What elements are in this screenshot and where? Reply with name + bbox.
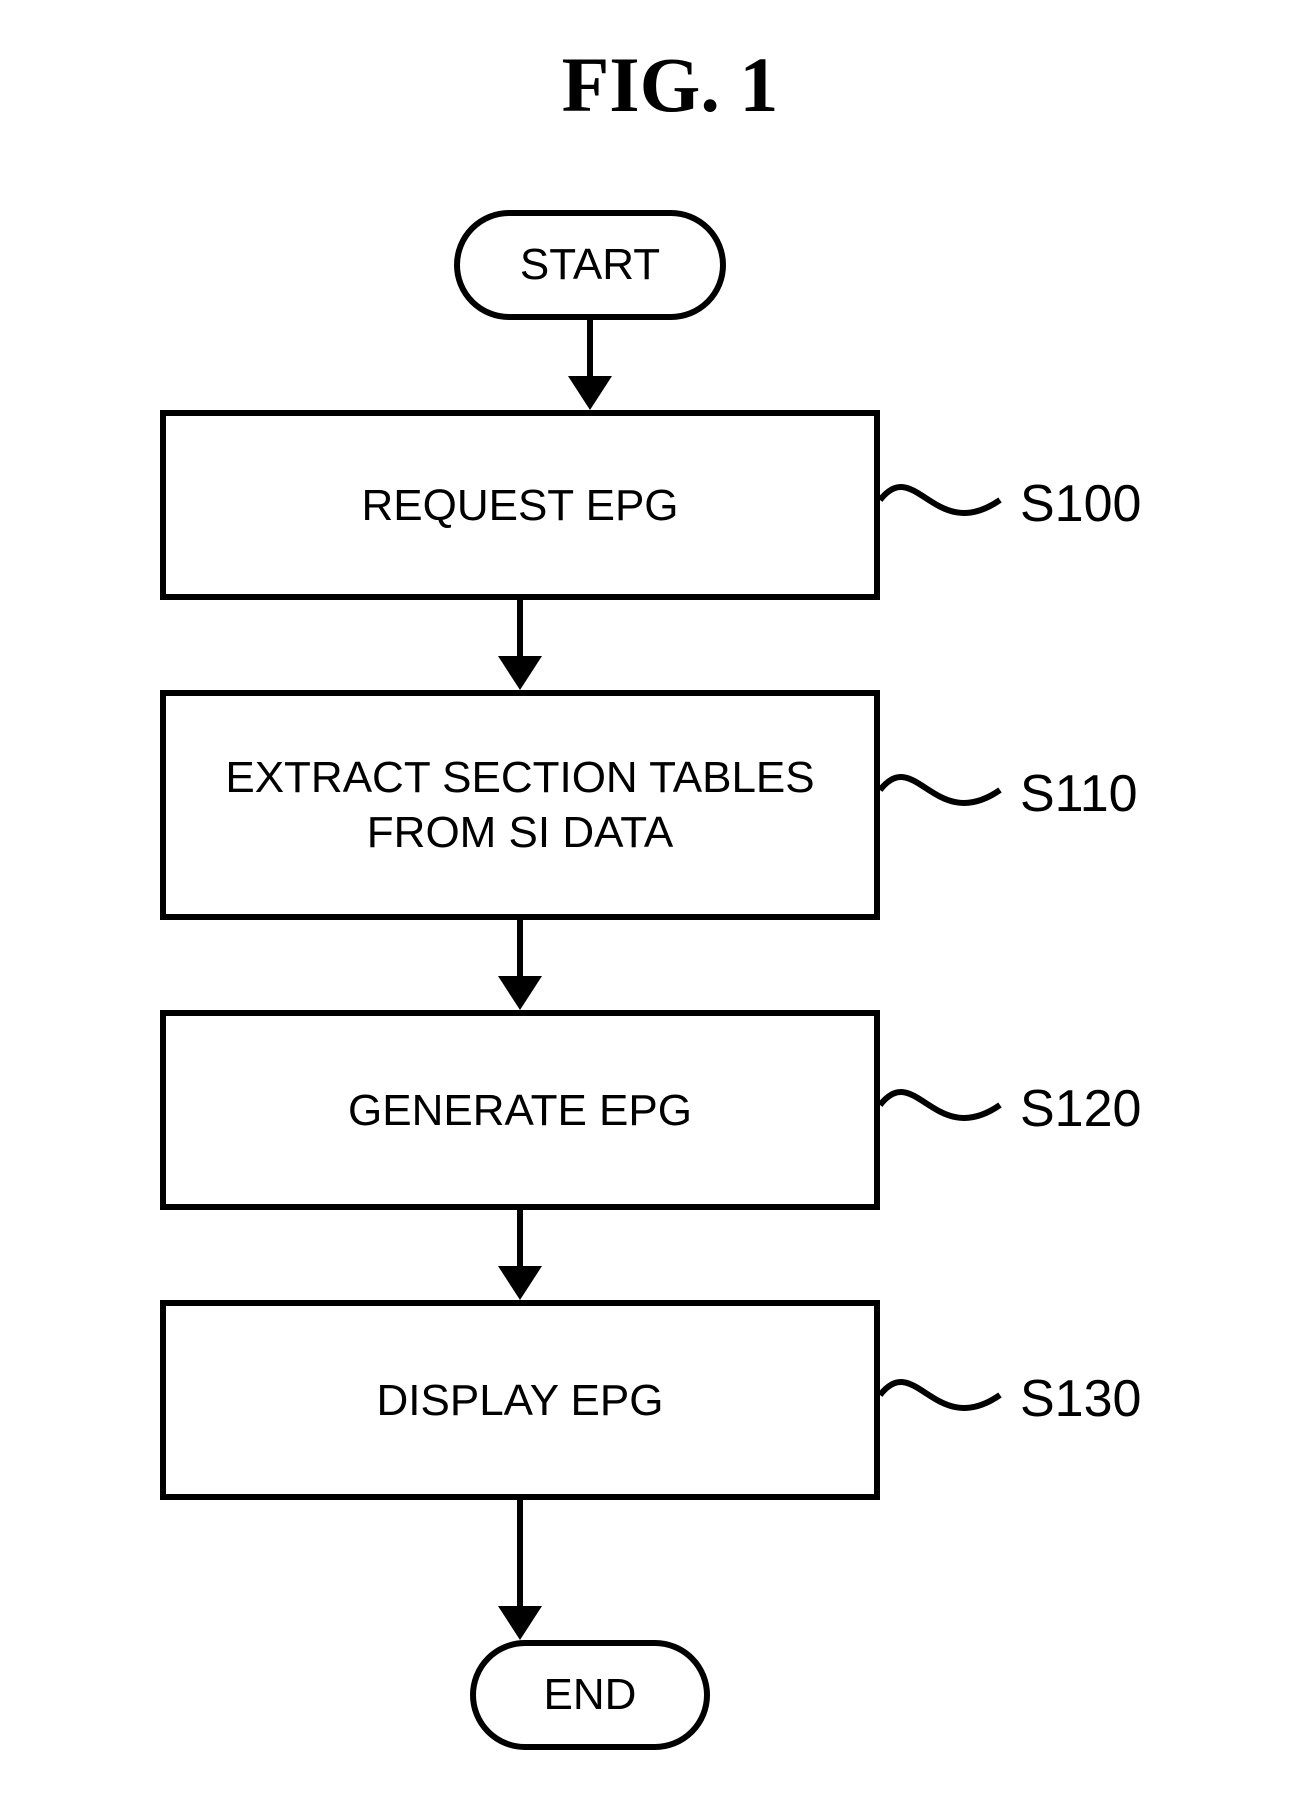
process-step-s110: EXTRACT SECTION TABLES FROM SI DATA [160, 690, 880, 920]
step-label-s100: S100 [1020, 474, 1141, 534]
terminal-start: START [454, 210, 726, 320]
figure-page: FIG. 1 START REQUEST EPG S100 EXTRACT SECT… [0, 0, 1313, 1814]
step-label-s120: S120 [1020, 1079, 1141, 1139]
terminal-end: END [470, 1640, 710, 1750]
process-step-s130: DISPLAY EPG [160, 1300, 880, 1500]
step-label-s130: S130 [1020, 1369, 1141, 1429]
figure-title: FIG. 1 [420, 40, 920, 130]
process-step-s120: GENERATE EPG [160, 1010, 880, 1210]
process-step-s100: REQUEST EPG [160, 410, 880, 600]
step-label-s110: S110 [1020, 764, 1138, 824]
